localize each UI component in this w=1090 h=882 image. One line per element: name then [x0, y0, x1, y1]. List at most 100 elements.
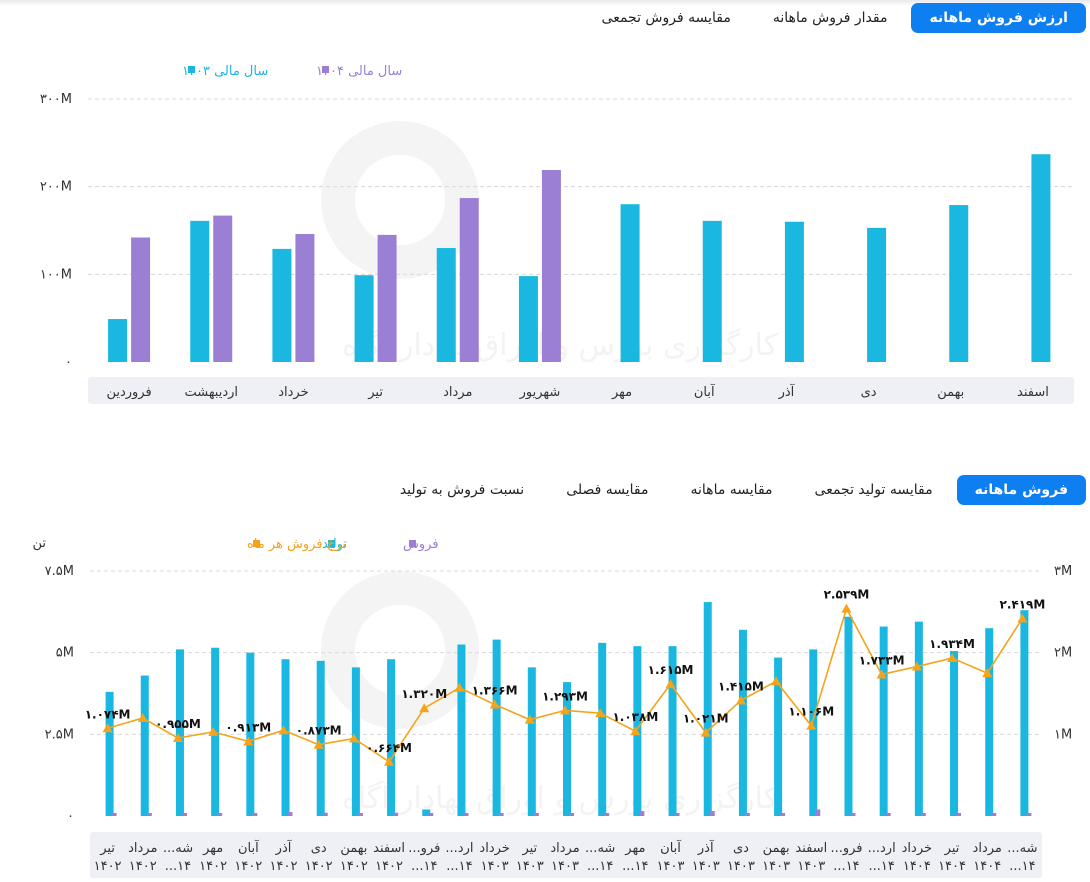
bar-1403 — [867, 227, 887, 362]
x-tick-year-label: ۱۴۰۲ — [199, 859, 227, 874]
sales-bar — [357, 813, 363, 816]
bar-1403 — [108, 319, 128, 362]
x-tick-label: آبان — [238, 839, 260, 856]
x-tick-label: بهمن — [763, 841, 790, 856]
sales-rate-point — [137, 713, 148, 722]
top-chart-tabs: ارزش فروش ماهانه مقدار فروش ماهانه مقایس… — [584, 3, 1086, 33]
sales-rate-data-label: ۱.۲۹۳M — [542, 689, 588, 703]
production-bar — [387, 659, 396, 816]
sales-bar — [146, 813, 152, 816]
x-tick-label: مرداد — [443, 385, 472, 400]
production-bar — [140, 675, 149, 816]
y-left-tick-label: ۲.۵M — [45, 727, 74, 742]
sales-bar — [252, 813, 258, 816]
production-bar — [985, 628, 994, 816]
tab-cumulative-production-comparison[interactable]: مقایسه تولید تجمعی — [814, 482, 933, 498]
x-tick-label: مرداد — [128, 841, 157, 856]
x-tick-label: تیر — [99, 841, 115, 856]
sales-rate-point — [630, 726, 641, 736]
sales-bar — [815, 809, 821, 816]
x-tick-label: شه... — [1007, 841, 1037, 856]
y-tick-label: ۳۰۰M — [40, 92, 72, 107]
x-tick-label: تیر — [367, 385, 383, 400]
y-right-tick-label: ۱M — [1054, 727, 1072, 742]
x-tick-label: بهمن — [937, 385, 964, 400]
production-bar — [844, 616, 853, 816]
sales-rate-data-label: ۱.۳۶۶M — [472, 683, 518, 697]
sales-bar — [744, 813, 750, 816]
bar-1404 — [541, 170, 561, 362]
production-bar — [246, 652, 255, 816]
x-tick-year-label: ۱۴۰۲ — [270, 859, 298, 874]
tab-cumulative-sales-comparison[interactable]: مقایسه فروش تجمعی — [601, 10, 731, 26]
production-bar — [668, 646, 677, 816]
tab-monthly-sales-value[interactable]: ارزش فروش ماهانه — [911, 3, 1086, 33]
sales-rate-point — [911, 661, 922, 671]
bar-1403 — [518, 276, 538, 362]
x-tick-year-label: ۱۴۰۴ — [938, 859, 966, 874]
x-tick-label: فرو... — [830, 841, 862, 856]
sales-rate-point — [524, 714, 535, 724]
sales-bar — [498, 813, 504, 816]
sales-bar — [780, 813, 786, 816]
sales-rate-data-label: ۰.۶۶۴M — [366, 741, 412, 755]
sales-rate-data-label: ۱.۰۳۸M — [612, 710, 658, 724]
bar-1403 — [620, 204, 640, 362]
legend-marker-production — [328, 540, 335, 547]
x-tick-label: آذر — [778, 383, 796, 400]
sales-rate-point — [560, 705, 570, 715]
x-tick-label: مرداد — [973, 841, 1002, 856]
x-tick-year-label: ۱۴۰۳ — [481, 859, 509, 874]
tab-monthly-sales[interactable]: فروش ماهانه — [956, 475, 1086, 505]
sales-rate-data-label: ۰.۹۱۳M — [225, 720, 271, 734]
legend-marker-1404 — [322, 66, 329, 73]
tab-monthly-sales-quantity[interactable]: مقدار فروش ماهانه — [772, 10, 888, 26]
production-bar — [563, 682, 571, 816]
sales-rate-point — [384, 756, 395, 766]
x-tick-year-label: ۱۴... — [165, 859, 191, 874]
top-shadow — [0, 0, 1090, 6]
bar-1403 — [190, 220, 210, 362]
y-tick-label: ۱۰۰M — [40, 267, 72, 282]
sales-bar — [1026, 813, 1032, 816]
x-tick-year-label: ۱۴... — [1009, 859, 1035, 874]
sales-bar — [604, 813, 610, 816]
tab-seasonal-comparison[interactable]: مقایسه فصلی — [566, 482, 649, 498]
legend-label-sales-rate: نرخ فروش هر ماه — [247, 537, 346, 552]
monthly-sales-value-chart: کارگزاری بورس و اوراق بهادار آگاه۰۱۰۰M۲۰… — [40, 64, 1074, 404]
sales-rate-point — [348, 733, 359, 743]
tab-monthly-comparison[interactable]: مقایسه ماهانه — [690, 482, 773, 498]
sales-bar — [569, 813, 574, 816]
tab-sales-to-production-ratio[interactable]: نسبت فروش به تولید — [399, 482, 525, 498]
sales-rate-data-label: ۰.۸۷۳M — [296, 724, 342, 738]
x-tick-label: شه... — [163, 841, 193, 856]
production-bar — [422, 809, 431, 816]
bar-1404 — [131, 237, 151, 362]
sales-bar — [956, 813, 962, 816]
x-tick-year-label: ۱۴۰۳ — [727, 859, 755, 874]
x-tick-year-label: ۱۴... — [411, 859, 437, 874]
x-tick-label: تیر — [521, 841, 537, 856]
x-tick-year-label: ۱۴۰۳ — [657, 859, 685, 874]
x-tick-label: مهر — [611, 385, 632, 400]
y-tick-label: ۲۰۰M — [40, 180, 72, 195]
sales-rate-data-label: ۱.۱۰۶M — [788, 705, 834, 719]
sales-bar — [920, 813, 926, 816]
x-tick-label: ارد... — [445, 841, 473, 856]
production-bar — [105, 691, 114, 816]
x-tick-label: خرداد — [902, 841, 932, 856]
sales-rate-data-label: ۱.۰۷۴M — [85, 707, 131, 721]
production-bar — [1020, 610, 1029, 816]
sales-bar — [991, 813, 997, 816]
x-tick-label: اردیبهشت — [184, 385, 238, 400]
x-tick-year-label: ۱۴۰۳ — [516, 859, 544, 874]
y-tick-label: ۰ — [65, 355, 72, 370]
sales-rate-point — [1017, 613, 1028, 623]
sales-bar — [322, 812, 328, 816]
sales-rate-point — [489, 699, 500, 709]
production-bar — [281, 659, 290, 816]
legend-label-production: تولید — [322, 537, 347, 552]
y-left-unit-label: تن — [32, 536, 46, 551]
legend-label-1404: سال مالی ۱۴۰۴ — [316, 64, 402, 79]
sales-rate-data-label: ۱.۰۲۱M — [683, 712, 729, 726]
